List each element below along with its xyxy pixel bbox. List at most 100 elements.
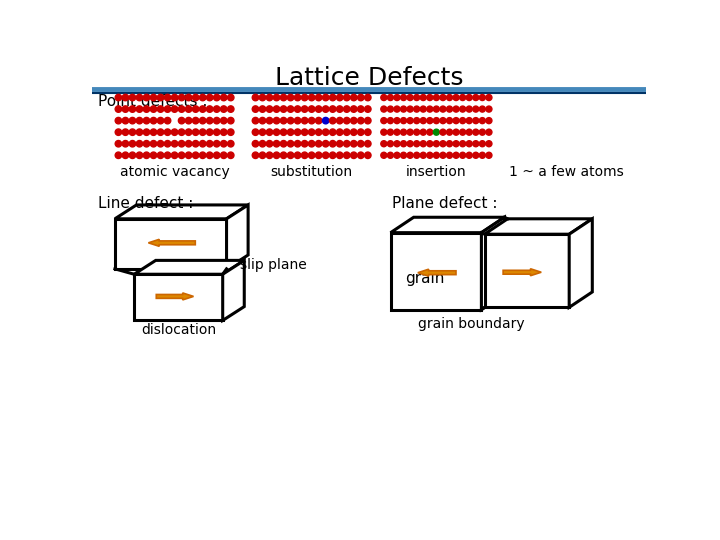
Circle shape xyxy=(199,140,206,147)
Circle shape xyxy=(150,106,157,112)
Circle shape xyxy=(433,94,439,100)
Circle shape xyxy=(274,152,280,159)
Circle shape xyxy=(440,152,446,158)
Polygon shape xyxy=(115,205,248,219)
Circle shape xyxy=(486,141,492,147)
Circle shape xyxy=(394,94,400,100)
Circle shape xyxy=(459,129,466,135)
Circle shape xyxy=(466,152,472,158)
Polygon shape xyxy=(134,274,222,320)
Circle shape xyxy=(453,106,459,112)
Circle shape xyxy=(330,117,336,124)
Circle shape xyxy=(266,140,273,147)
Circle shape xyxy=(407,129,413,135)
FancyArrow shape xyxy=(503,269,541,276)
Circle shape xyxy=(259,140,266,147)
Circle shape xyxy=(157,152,163,159)
Circle shape xyxy=(259,129,266,136)
Circle shape xyxy=(466,141,472,147)
Circle shape xyxy=(407,106,413,112)
Circle shape xyxy=(427,141,433,147)
Polygon shape xyxy=(115,219,227,269)
Circle shape xyxy=(381,94,387,100)
Circle shape xyxy=(323,117,329,124)
Circle shape xyxy=(274,129,280,136)
Circle shape xyxy=(179,94,185,101)
Circle shape xyxy=(136,129,143,136)
Circle shape xyxy=(315,140,322,147)
Circle shape xyxy=(213,129,220,136)
Circle shape xyxy=(440,106,446,112)
Circle shape xyxy=(129,129,135,136)
Circle shape xyxy=(157,140,163,147)
Circle shape xyxy=(220,140,227,147)
Circle shape xyxy=(486,106,492,112)
Circle shape xyxy=(427,118,433,124)
Circle shape xyxy=(228,117,234,124)
Circle shape xyxy=(433,141,439,147)
Circle shape xyxy=(308,129,315,136)
Circle shape xyxy=(171,94,178,101)
Circle shape xyxy=(192,129,199,136)
Circle shape xyxy=(308,152,315,159)
Circle shape xyxy=(394,129,400,135)
Circle shape xyxy=(122,140,129,147)
Circle shape xyxy=(157,117,163,124)
Circle shape xyxy=(199,106,206,112)
Circle shape xyxy=(387,118,393,124)
Circle shape xyxy=(179,106,185,112)
Circle shape xyxy=(381,106,387,112)
Text: Lattice Defects: Lattice Defects xyxy=(275,66,463,90)
Circle shape xyxy=(381,141,387,147)
Circle shape xyxy=(185,106,192,112)
Circle shape xyxy=(453,118,459,124)
Circle shape xyxy=(486,129,492,135)
Circle shape xyxy=(122,106,129,112)
Circle shape xyxy=(400,106,407,112)
FancyArrow shape xyxy=(418,269,456,276)
Circle shape xyxy=(440,129,446,135)
Circle shape xyxy=(179,152,185,159)
Circle shape xyxy=(294,140,301,147)
Circle shape xyxy=(364,117,371,124)
Polygon shape xyxy=(390,233,482,309)
Text: slip plane: slip plane xyxy=(240,258,307,272)
Circle shape xyxy=(252,94,258,101)
Circle shape xyxy=(323,152,329,159)
Circle shape xyxy=(287,117,294,124)
Circle shape xyxy=(294,94,301,101)
Circle shape xyxy=(459,141,466,147)
Circle shape xyxy=(136,106,143,112)
Circle shape xyxy=(143,152,150,159)
Circle shape xyxy=(315,117,322,124)
Text: 1 ~ a few atoms: 1 ~ a few atoms xyxy=(509,165,624,179)
Circle shape xyxy=(440,118,446,124)
Text: dislocation: dislocation xyxy=(141,323,216,338)
Circle shape xyxy=(266,94,273,101)
Circle shape xyxy=(486,94,492,100)
Circle shape xyxy=(420,152,426,158)
Circle shape xyxy=(179,140,185,147)
Circle shape xyxy=(179,117,185,124)
Circle shape xyxy=(336,140,343,147)
Circle shape xyxy=(136,152,143,159)
Circle shape xyxy=(414,94,420,100)
Circle shape xyxy=(192,117,199,124)
Circle shape xyxy=(164,106,171,112)
Circle shape xyxy=(427,152,433,158)
Circle shape xyxy=(185,140,192,147)
Circle shape xyxy=(466,106,472,112)
Circle shape xyxy=(480,118,485,124)
Circle shape xyxy=(129,140,135,147)
Circle shape xyxy=(323,129,329,136)
Circle shape xyxy=(387,129,393,135)
Circle shape xyxy=(400,129,407,135)
Circle shape xyxy=(336,129,343,136)
Circle shape xyxy=(302,117,308,124)
Circle shape xyxy=(414,129,420,135)
Circle shape xyxy=(364,94,371,101)
Polygon shape xyxy=(390,217,505,233)
Circle shape xyxy=(420,106,426,112)
Circle shape xyxy=(400,94,407,100)
Polygon shape xyxy=(485,234,570,307)
